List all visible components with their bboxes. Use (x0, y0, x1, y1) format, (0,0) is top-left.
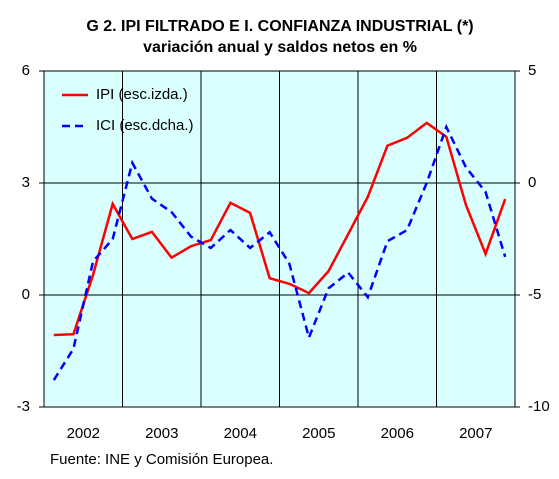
data-line (52, 123, 507, 381)
legend-label: ICI (esc.dcha.) (96, 117, 194, 134)
x-tick-label: 2005 (302, 425, 335, 442)
y2-tick-label: 0 (528, 174, 536, 191)
x-tick-label: 2006 (381, 425, 414, 442)
y-tick-label: 3 (22, 174, 30, 191)
x-tick-label: 2003 (145, 425, 178, 442)
y2-tick-label: -10 (528, 398, 550, 415)
y-tick-label: 6 (22, 62, 30, 79)
data-line (53, 121, 507, 337)
y-tick-label: 0 (22, 286, 30, 303)
chart-subtitle: variación anual y saldos netos en % (143, 39, 417, 56)
source-note: Fuente: INE y Comisión Europea. (50, 451, 273, 468)
y-tick-label: -3 (17, 398, 30, 415)
x-tick-label: 2007 (459, 425, 492, 442)
y2-tick-label: -5 (528, 286, 541, 303)
x-tick-label: 2002 (67, 425, 100, 442)
y2-tick-label: 5 (528, 62, 536, 79)
plot-border (43, 70, 516, 408)
legend-label: IPI (esc.izda.) (96, 86, 188, 103)
x-tick-label: 2004 (224, 425, 257, 442)
chart-title: G 2. IPI FILTRADO E I. CONFIANZA INDUSTR… (86, 18, 473, 35)
